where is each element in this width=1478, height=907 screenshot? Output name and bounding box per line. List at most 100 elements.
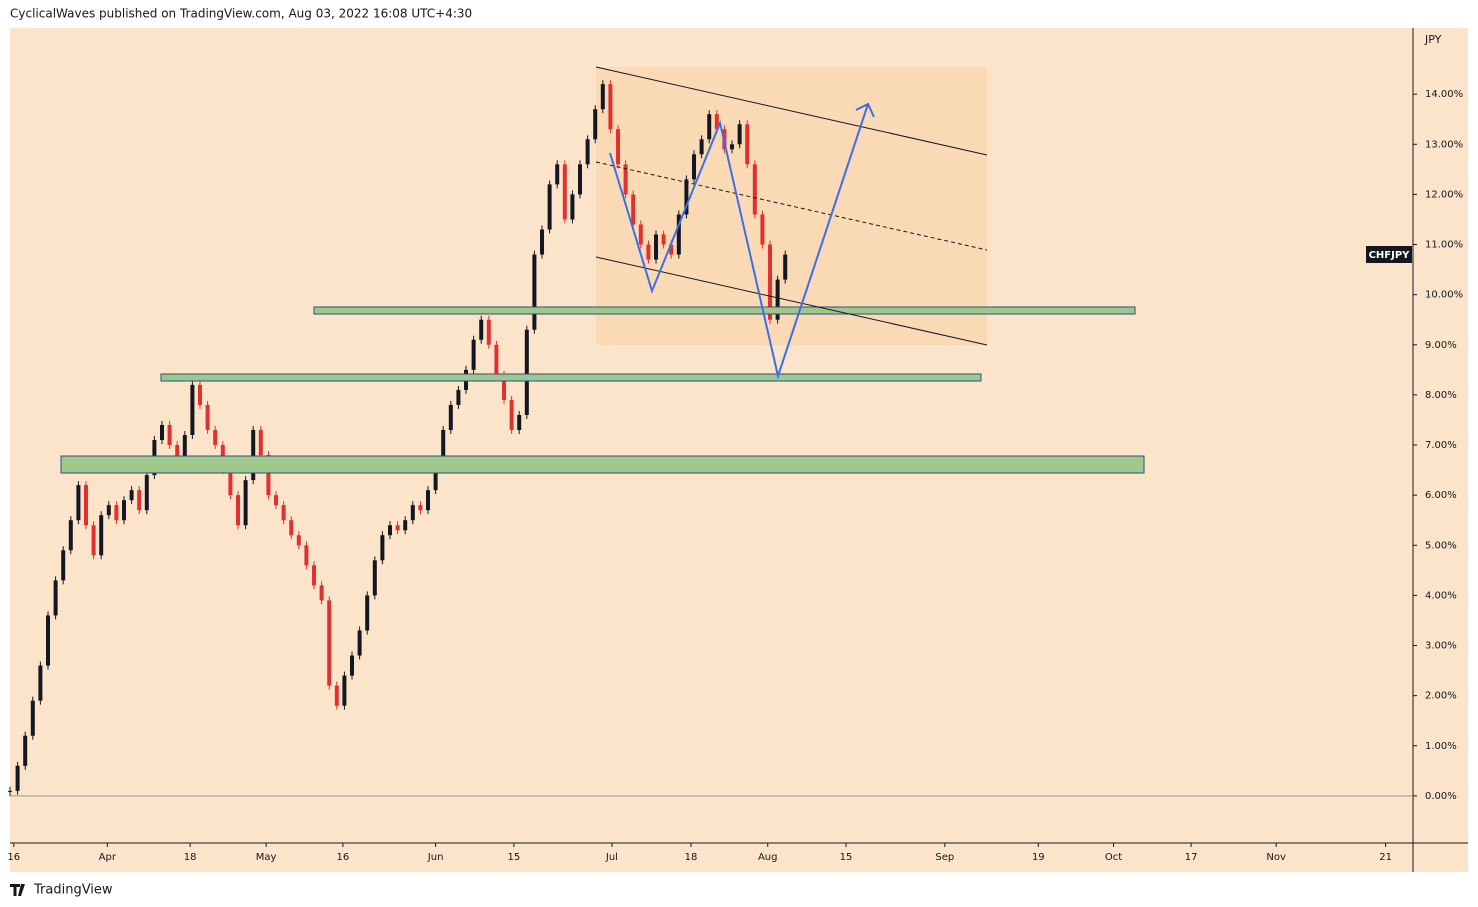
candle-body — [555, 164, 560, 185]
candle-body — [312, 565, 317, 586]
candle-body — [426, 490, 431, 511]
candle-body — [562, 164, 567, 220]
candle-body — [692, 154, 697, 180]
candle-body — [661, 234, 666, 245]
candle-body — [616, 129, 621, 165]
candle-body — [213, 429, 218, 446]
candle-body — [190, 384, 195, 435]
channel-upper — [595, 66, 988, 156]
candle-body — [357, 630, 362, 656]
candle-body — [236, 495, 241, 526]
y-tick-label: 4.00% — [1425, 590, 1457, 601]
footer-brand: TradingView — [33, 883, 113, 898]
x-tick-label: Aug — [758, 852, 778, 863]
x-tick-label: 16 — [7, 852, 20, 863]
channel-lower — [595, 256, 988, 346]
candle-body — [380, 535, 385, 561]
candle-body — [509, 399, 514, 430]
candle-body — [319, 585, 324, 601]
candle-body — [775, 279, 780, 320]
candle-body — [403, 520, 408, 531]
candle-body — [23, 735, 28, 766]
candle-body — [502, 374, 507, 400]
candle-body — [342, 675, 347, 706]
candle-body — [144, 475, 149, 511]
candle-body — [76, 485, 81, 521]
channel-fill — [596, 67, 987, 345]
candle-body — [600, 84, 605, 110]
y-tick-label: 11.00% — [1425, 240, 1463, 251]
candle-body — [350, 655, 355, 676]
candle-body — [433, 465, 438, 491]
candle-body — [266, 455, 271, 496]
y-tick-label: 2.00% — [1425, 691, 1457, 702]
candle-body — [699, 139, 704, 155]
candle-body — [388, 525, 393, 536]
candle-body — [122, 500, 127, 521]
candle-body — [456, 389, 461, 405]
x-tick-label: 21 — [1379, 852, 1392, 863]
candle-body — [99, 515, 104, 556]
candle-body — [61, 550, 66, 581]
candle-body — [585, 139, 590, 165]
candle-body — [395, 525, 400, 531]
x-tick-label: 19 — [1032, 852, 1045, 863]
zone — [313, 306, 1136, 315]
y-tick-label: 5.00% — [1425, 540, 1457, 551]
x-tick-label: Oct — [1105, 852, 1122, 863]
candle-body — [737, 124, 742, 145]
x-tick-label: 16 — [337, 852, 350, 863]
candle-body — [707, 114, 712, 140]
candle-body — [38, 665, 43, 701]
symbol-tag — [1366, 246, 1412, 263]
candle-body — [578, 164, 583, 195]
candle-body — [471, 339, 476, 370]
candles — [8, 80, 788, 796]
candle-body — [84, 485, 89, 526]
y-tick-label: 14.00% — [1425, 89, 1463, 100]
candle-body — [228, 470, 233, 496]
candle-body — [106, 505, 111, 516]
x-tick-label: Apr — [99, 852, 117, 863]
candle-body — [410, 505, 415, 521]
candle-body — [593, 109, 598, 140]
candle-body — [570, 194, 575, 220]
axis-unit: JPY — [1424, 33, 1442, 46]
candle-body — [243, 480, 248, 526]
candle-body — [205, 404, 210, 430]
candle-body — [486, 319, 491, 345]
candle-body — [281, 505, 286, 521]
candle-body — [730, 144, 735, 150]
y-tick-label: 10.00% — [1425, 290, 1463, 301]
candle-body — [532, 254, 537, 330]
candle-body — [638, 224, 643, 245]
x-tick-label: Jul — [605, 852, 618, 863]
symbol-label: CHFJPY — [1369, 250, 1411, 261]
candle-body — [517, 414, 522, 430]
candle-body — [745, 124, 750, 165]
candle-body — [623, 164, 628, 195]
candle-body — [418, 505, 423, 511]
x-tick-label: 15 — [840, 852, 853, 863]
x-tick-label: Sep — [935, 852, 954, 863]
x-tick-label: 17 — [1185, 852, 1198, 863]
zone — [160, 373, 982, 382]
candle-body — [296, 535, 301, 546]
candle-body — [654, 234, 659, 260]
candle-body — [540, 229, 545, 255]
y-tick-label: 7.00% — [1425, 440, 1457, 451]
candle-body — [114, 505, 119, 521]
candle-body — [334, 685, 339, 706]
candle-body — [327, 600, 332, 686]
candle-body — [46, 615, 51, 666]
candle-body — [547, 184, 552, 230]
candle-body — [768, 244, 773, 320]
candle-body — [783, 254, 788, 280]
y-tick-label: 8.00% — [1425, 390, 1457, 401]
projection-path — [609, 103, 869, 380]
x-tick-label: 18 — [685, 852, 698, 863]
candle-body — [8, 790, 12, 792]
candle-body — [289, 520, 294, 536]
candle-body — [676, 214, 681, 255]
